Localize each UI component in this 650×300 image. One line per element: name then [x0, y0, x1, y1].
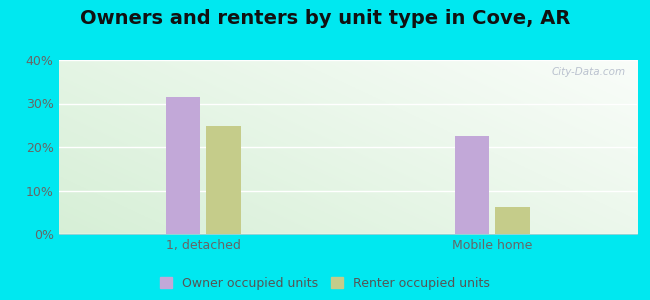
Bar	[455, 136, 489, 234]
Bar	[166, 98, 200, 234]
Bar	[206, 126, 240, 234]
Bar	[495, 208, 530, 234]
Text: Owners and renters by unit type in Cove, AR: Owners and renters by unit type in Cove,…	[80, 9, 570, 28]
Text: City-Data.com: City-Data.com	[551, 67, 625, 77]
Legend: Owner occupied units, Renter occupied units: Owner occupied units, Renter occupied un…	[156, 273, 494, 294]
